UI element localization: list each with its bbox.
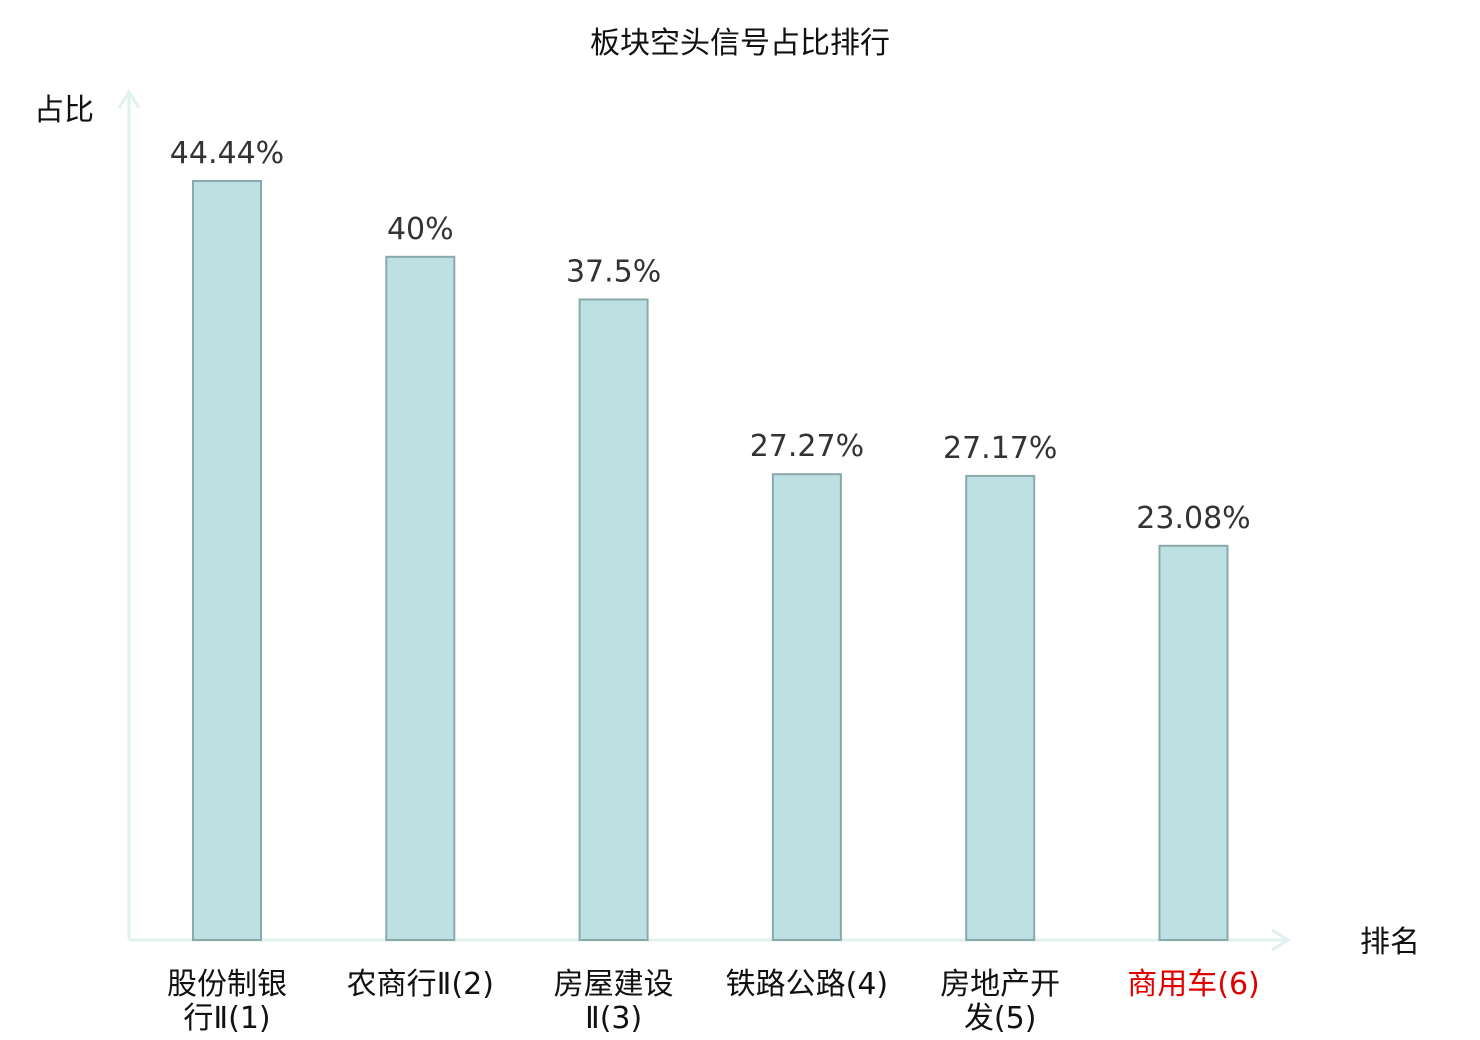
category-label-5: 房地产开发(5) xyxy=(940,967,1060,1036)
category-label-2: 农商行Ⅱ(2) xyxy=(347,967,494,1002)
value-label-2: 40% xyxy=(387,212,454,247)
y-axis-arrow xyxy=(117,89,141,109)
category-label-1: 股份制银行Ⅱ(1) xyxy=(167,967,287,1036)
bar-3 xyxy=(578,298,649,941)
bar-2 xyxy=(385,255,456,941)
value-label-1: 44.44% xyxy=(170,136,284,171)
category-label-line: 行Ⅱ(1) xyxy=(183,1001,270,1036)
y-axis-label: 占比 xyxy=(34,93,94,128)
x-axis-label: 排名 xyxy=(1360,925,1420,960)
bars xyxy=(192,180,1229,941)
chart-title: 板块空头信号占比排行 xyxy=(590,26,890,61)
category-label-line: 房地产开 xyxy=(940,967,1060,1002)
value-label-4: 27.27% xyxy=(750,429,864,464)
category-label-4: 铁路公路(4) xyxy=(726,967,889,1002)
category-label-line: 发(5) xyxy=(964,1001,1037,1036)
category-label-3: 房屋建设 Ⅱ(3) xyxy=(554,967,674,1036)
category-label-line: 商用车(6) xyxy=(1127,967,1260,1002)
value-label-3: 37.5% xyxy=(566,255,661,290)
category-label-6: 商用车(6) xyxy=(1127,967,1260,1002)
category-labels: 股份制银行Ⅱ(1) 农商行Ⅱ(2) 房屋建设 Ⅱ(3) 铁路公路(4) 房地产开发(5) 商… xyxy=(167,967,1260,1036)
bar-1 xyxy=(192,180,262,941)
category-label-line: 股份制银 xyxy=(167,967,287,1002)
category-label-line: 铁路公路(4) xyxy=(726,967,889,1002)
x-axis-arrow xyxy=(1271,928,1291,952)
bar-4 xyxy=(771,473,842,941)
bar-5 xyxy=(965,474,1036,941)
value-label-6: 23.08% xyxy=(1136,501,1250,536)
value-label-5: 27.17% xyxy=(943,431,1057,466)
category-label-line: 房屋建设 xyxy=(554,967,674,1002)
axes xyxy=(117,89,1291,952)
category-label-line: 农商行Ⅱ(2) xyxy=(347,967,494,1002)
value-labels: 44.44% 40% 37.5% 27.27% 27.17% 23.08% xyxy=(170,136,1251,536)
bar-6 xyxy=(1158,544,1229,941)
category-label-line: Ⅱ(3) xyxy=(585,1001,642,1036)
